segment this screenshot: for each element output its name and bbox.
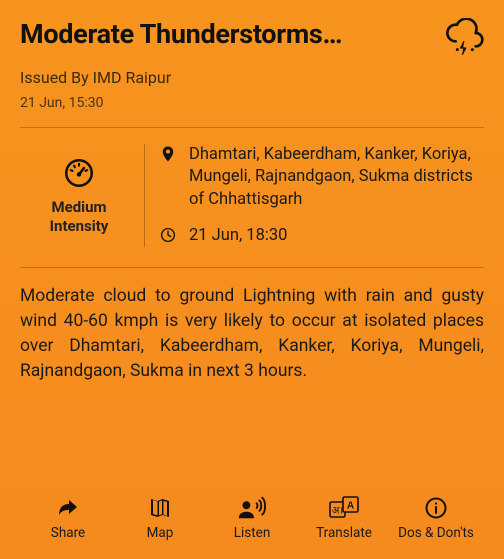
translate-label: Translate — [316, 525, 372, 541]
share-icon — [55, 496, 81, 520]
intensity-line1: Medium — [51, 198, 106, 216]
valid-row: 21 Jun, 18:30 — [157, 225, 484, 247]
spacer — [20, 383, 484, 490]
svg-text:अ।: अ। — [332, 506, 343, 517]
intensity-line2: Intensity — [50, 217, 109, 235]
gauge-icon — [62, 156, 96, 190]
valid-until-text: 21 Jun, 18:30 — [189, 225, 287, 247]
translate-icon: अ। A — [329, 496, 359, 520]
thunderstorm-icon — [444, 18, 484, 58]
share-button[interactable]: Share — [24, 496, 112, 541]
intensity-label: Medium Intensity — [50, 198, 109, 236]
location-row: Dhamtari, Kabeerdham, Kanker, Koriya, Mu… — [157, 144, 484, 211]
alert-body: Moderate cloud to ground Lightning with … — [20, 284, 484, 383]
map-label: Map — [147, 525, 174, 541]
details-block: Dhamtari, Kabeerdham, Kanker, Koriya, Mu… — [157, 140, 484, 251]
listen-button[interactable]: Listen — [208, 496, 296, 541]
dos-donts-button[interactable]: Dos & Don'ts — [392, 496, 480, 541]
divider-bottom — [20, 267, 484, 268]
divider-top — [20, 127, 484, 128]
location-pin-icon — [157, 144, 179, 163]
map-icon — [147, 496, 173, 520]
info-icon — [423, 496, 449, 520]
mid-section: Medium Intensity Dhamtari, Kabeerdham, K… — [20, 140, 484, 251]
listen-icon — [238, 496, 266, 520]
action-bar: Share Map Listen — [20, 490, 484, 549]
header-row: Moderate Thunderstorms… — [20, 18, 484, 58]
translate-button[interactable]: अ। A Translate — [300, 496, 388, 541]
alert-card: Moderate Thunderstorms… Issued By IMD Ra… — [0, 0, 504, 559]
share-label: Share — [51, 525, 85, 541]
svg-text:A: A — [347, 501, 354, 512]
issued-time: 21 Jun, 15:30 — [20, 95, 484, 111]
divider-vertical — [144, 144, 145, 247]
dos-label: Dos & Don'ts — [398, 525, 474, 541]
location-text: Dhamtari, Kabeerdham, Kanker, Koriya, Mu… — [189, 144, 484, 211]
issued-by: Issued By IMD Raipur — [20, 68, 484, 87]
alert-title: Moderate Thunderstorms… — [20, 18, 342, 50]
map-button[interactable]: Map — [116, 496, 204, 541]
listen-label: Listen — [234, 525, 271, 541]
intensity-block: Medium Intensity — [20, 140, 138, 251]
clock-icon — [157, 225, 179, 244]
